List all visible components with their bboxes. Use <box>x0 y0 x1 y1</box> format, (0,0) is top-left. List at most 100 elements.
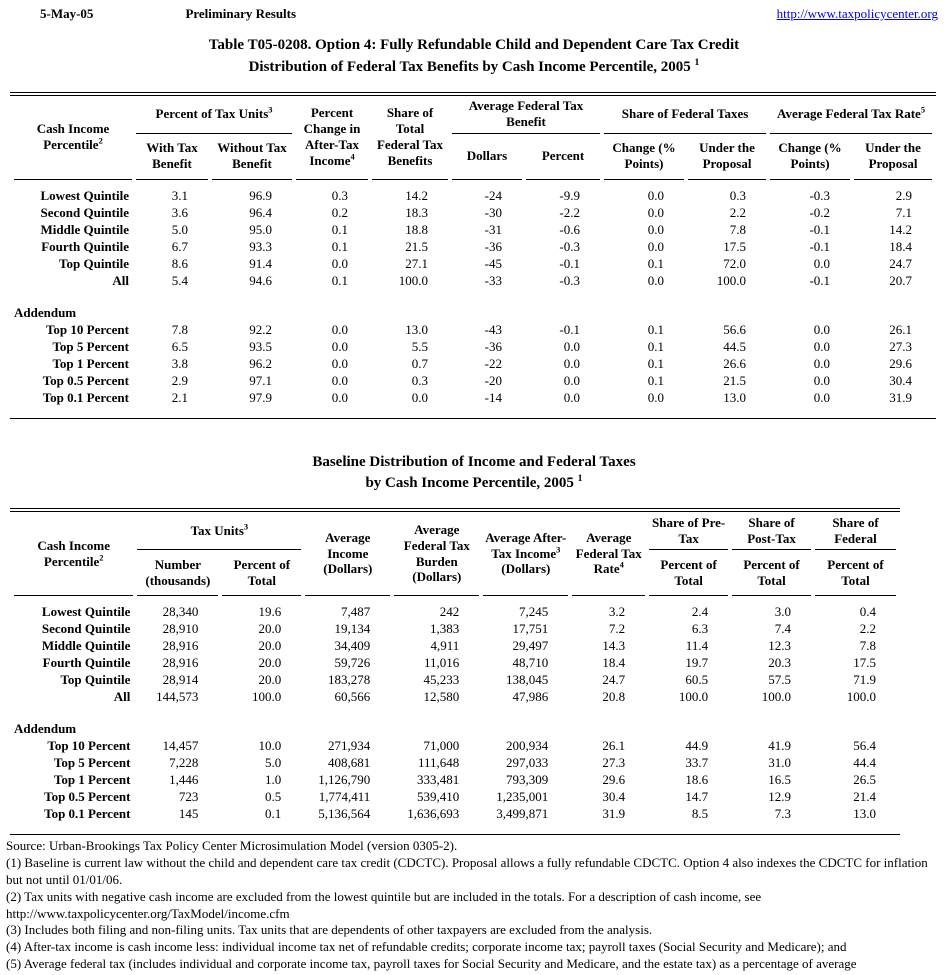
cell-value: 21.5 <box>405 238 429 254</box>
report-status: Preliminary Results <box>185 6 297 21</box>
addendum-heading-row: Addendum <box>14 304 932 321</box>
cell-value: 408,681 <box>328 755 371 770</box>
cell-value: -22 <box>484 355 503 371</box>
footnote-5: (5) Average federal tax (includes indivi… <box>6 956 857 972</box>
table-row: All 144,573 100.0 60,566 12,580 47,986 20.8 100… <box>14 688 896 705</box>
cell-value: 2.9 <box>895 187 913 203</box>
col-header-federal-percent-of-total: Percent of Total <box>815 550 896 596</box>
col-group-average-federal-tax-benefit: Average Federal Tax Benefit <box>452 96 601 134</box>
cell-value: 793,309 <box>506 772 549 787</box>
cell-value: 3.2 <box>608 604 626 619</box>
row-label: All <box>113 689 131 704</box>
cell-value: 26.1 <box>602 738 626 753</box>
cell-value: 45,233 <box>423 672 460 687</box>
cell-value: 2.1 <box>171 389 188 405</box>
col-header-taxes-under-proposal: Under the Proposal <box>688 134 767 180</box>
cell-value: 18.6 <box>685 772 709 787</box>
col-header-average-federal-tax-burden: Average Federal Tax Burden (Dollars) <box>394 512 480 596</box>
cell-value: 28,914 <box>162 672 199 687</box>
cell-value: 31.0 <box>768 755 791 770</box>
table1-main-rows: Lowest Quintile 3.1 96.9 0.3 14.2 -24 -9.9 0.0 0… <box>14 180 932 289</box>
cell-value: 0.4 <box>859 604 876 619</box>
cell-value: 94.6 <box>249 272 273 288</box>
cell-value: 28,916 <box>162 638 199 653</box>
cell-value: 28,910 <box>162 621 199 636</box>
cell-value: 0.0 <box>563 372 581 388</box>
cell-value: 297,033 <box>506 755 549 770</box>
col-header-average-federal-tax-rate: Average Federal Tax Rate4 <box>572 512 646 596</box>
cell-value: 8.6 <box>171 255 188 271</box>
cell-value: 19,134 <box>334 621 371 636</box>
row-label: Top 1 Percent <box>53 772 131 787</box>
table1-title: Table T05-0208. Option 4: Fully Refundab… <box>0 35 948 79</box>
cell-value: 0.0 <box>563 355 581 371</box>
cell-value: 0.3 <box>411 372 429 388</box>
footnote-4: (4) After-tax income is cash income less… <box>6 939 847 955</box>
taxpolicycenter-link[interactable]: http://www.taxpolicycenter.org <box>776 6 938 21</box>
cell-value: 20.3 <box>768 655 791 670</box>
cell-value: 11.4 <box>685 638 709 653</box>
cell-value: 44.4 <box>853 755 876 770</box>
cell-value: 26.5 <box>853 772 876 787</box>
cell-value: 2.4 <box>691 604 709 619</box>
cell-value: 97.1 <box>249 372 273 388</box>
cell-value: 7.4 <box>774 621 791 636</box>
cell-value: 0.0 <box>331 338 349 354</box>
cell-value: -20 <box>484 372 503 388</box>
cell-value: 271,934 <box>328 738 371 753</box>
row-label: Fourth Quintile <box>41 238 129 254</box>
row-label: Second Quintile <box>40 204 130 220</box>
col-header-without-tax-benefit: Without Tax Benefit <box>212 134 293 180</box>
col-group-percent-of-tax-units: Percent of Tax Units3 <box>136 96 293 134</box>
cell-value: 28,340 <box>162 604 199 619</box>
cell-value: 18.8 <box>405 221 429 237</box>
cell-value: 0.7 <box>411 355 429 371</box>
cell-value: 8.5 <box>691 806 709 821</box>
row-label: Top 5 Percent <box>52 338 129 354</box>
cell-value: 27.3 <box>602 755 626 770</box>
cell-value: 2.9 <box>171 372 188 388</box>
cell-value: 333,481 <box>417 772 460 787</box>
cell-value: 1,126,790 <box>318 772 371 787</box>
cell-value: 1,383 <box>430 621 460 636</box>
table-row: Top 1 Percent 3.8 96.2 0.0 0.7 -22 0.0 0.1 26.6 0… <box>14 355 932 372</box>
cell-value: 5.5 <box>411 338 429 354</box>
table-row: Top 5 Percent 7,228 5.0 408,681 111,648 297,0… <box>14 754 896 771</box>
cell-value: 96.2 <box>249 355 273 371</box>
cell-value: 5.4 <box>171 272 188 288</box>
cell-value: 0.0 <box>647 389 665 405</box>
table-row: Fourth Quintile 28,916 20.0 59,726 11,016 48,… <box>14 654 896 671</box>
cell-value: 59,726 <box>334 655 371 670</box>
cell-value: 20.0 <box>258 638 282 653</box>
cell-value: 14.2 <box>889 221 913 237</box>
cell-value: 20.8 <box>602 689 626 704</box>
row-label: Top 5 Percent <box>53 755 131 770</box>
table1-title-line2: Distribution of Federal Tax Benefits by … <box>248 56 700 75</box>
cell-value: 19.7 <box>685 655 709 670</box>
col-group-tax-units: Tax Units3 <box>137 512 302 550</box>
table-row: Top 0.1 Percent 145 0.1 5,136,564 1,636,693 3… <box>14 805 896 834</box>
cell-value: 60,566 <box>334 689 371 704</box>
cell-value: 0.1 <box>647 355 665 371</box>
table-row: Top 0.5 Percent 723 0.5 1,774,411 539,410 1,2… <box>14 788 896 805</box>
cell-value: 11,016 <box>424 655 460 670</box>
col-header-number-thousands: Number (thousands) <box>137 550 219 596</box>
cell-value: 29.6 <box>602 772 626 787</box>
cell-value: -0.1 <box>809 238 831 254</box>
footnote-3: (3) Includes both filing and non-filing … <box>6 922 653 938</box>
cell-value: 5.0 <box>171 221 188 237</box>
cell-value: 60.5 <box>685 672 709 687</box>
cell-value: 27.1 <box>405 255 429 271</box>
cell-value: 44.9 <box>685 738 709 753</box>
cell-value: 7.2 <box>608 621 626 636</box>
cell-value: 27.3 <box>889 338 913 354</box>
cell-value: 7,228 <box>169 755 199 770</box>
cell-value: 0.1 <box>331 238 349 254</box>
col-group-share-of-post-tax: Share of Post-Tax <box>732 512 811 550</box>
table2-title-line1: Baseline Distribution of Income and Fede… <box>312 453 636 470</box>
table-row: Top 10 Percent 7.8 92.2 0.0 13.0 -43 -0.1 0.1 56… <box>14 321 932 338</box>
cell-value: 0.0 <box>647 187 665 203</box>
cell-value: 0.3 <box>729 187 747 203</box>
cell-value: 6.7 <box>171 238 188 254</box>
cell-value: 7.1 <box>895 204 913 220</box>
